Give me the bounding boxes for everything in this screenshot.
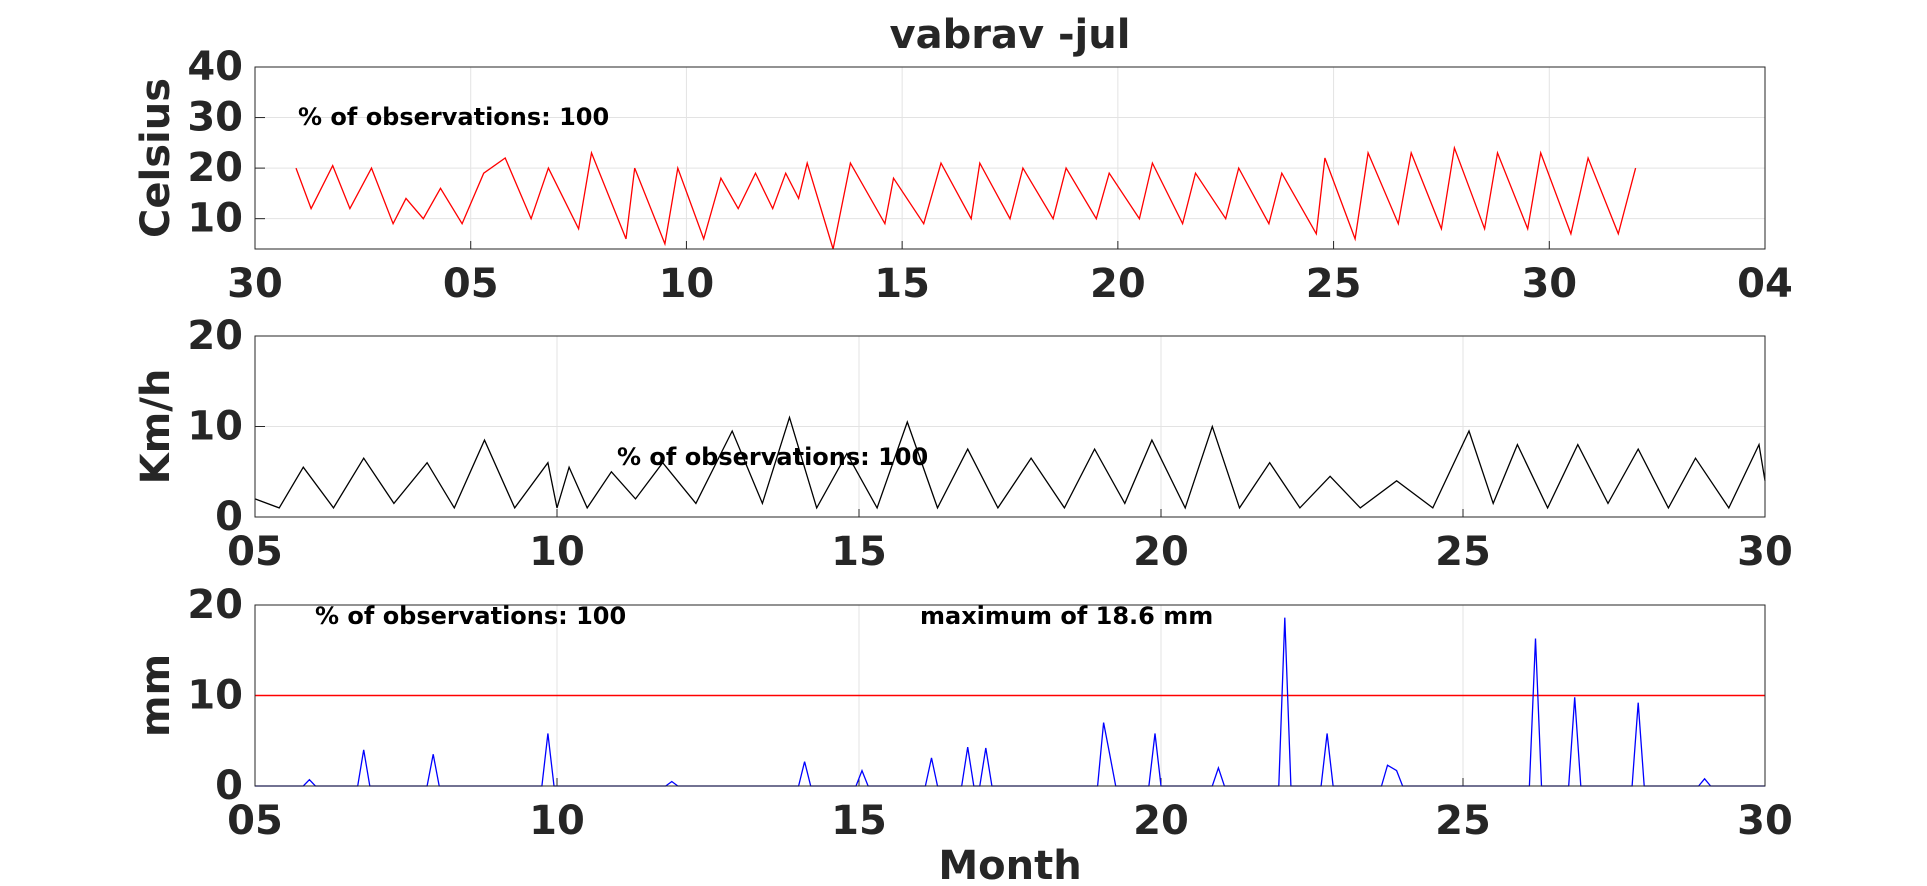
axes-box bbox=[254, 335, 1766, 518]
annotation: maximum of 18.6 mm bbox=[920, 602, 1213, 630]
y-tick-label: 40 bbox=[187, 44, 243, 90]
x-tick-label: 25 bbox=[1306, 261, 1362, 307]
x-tick-label: 20 bbox=[1090, 261, 1146, 307]
y-axis-label: mm bbox=[133, 654, 179, 737]
annotation: % of observations: 100 bbox=[298, 103, 609, 131]
x-tick-label: 04 bbox=[1737, 261, 1793, 307]
y-tick-label: 20 bbox=[187, 313, 243, 359]
x-tick-label: 30 bbox=[227, 261, 283, 307]
axes-box bbox=[254, 66, 1766, 250]
y-tick-label: 0 bbox=[215, 763, 243, 809]
y-tick-label: 10 bbox=[187, 673, 243, 719]
x-tick-label: 30 bbox=[1737, 798, 1793, 844]
x-tick-label: 05 bbox=[227, 798, 283, 844]
x-tick-label: 10 bbox=[529, 798, 585, 844]
y-tick-label: 10 bbox=[187, 196, 243, 242]
x-tick-label: 15 bbox=[831, 798, 887, 844]
y-axis-label: Celsius bbox=[133, 78, 179, 238]
y-tick-label: 20 bbox=[187, 582, 243, 628]
x-axis-label: Month bbox=[938, 843, 1081, 886]
x-tick-label: 30 bbox=[1521, 261, 1577, 307]
y-axis-label: Km/h bbox=[133, 369, 179, 485]
x-tick-label: 25 bbox=[1435, 798, 1491, 844]
x-tick-label: 20 bbox=[1133, 529, 1189, 575]
annotation: % of observations: 100 bbox=[315, 602, 626, 630]
data-line bbox=[254, 415, 1766, 510]
annotation: % of observations: 100 bbox=[617, 443, 928, 471]
x-tick-label: 05 bbox=[443, 261, 499, 307]
data-line bbox=[255, 617, 1765, 787]
x-tick-label: 20 bbox=[1133, 798, 1189, 844]
chart-title: vabrav -jul bbox=[890, 12, 1131, 58]
y-tick-label: 10 bbox=[187, 404, 243, 450]
axes-box bbox=[254, 604, 1766, 787]
x-tick-label: 15 bbox=[831, 529, 887, 575]
x-tick-label: 30 bbox=[1737, 529, 1793, 575]
x-tick-label: 10 bbox=[659, 261, 715, 307]
data-line bbox=[295, 145, 1637, 250]
x-tick-label: 25 bbox=[1435, 529, 1491, 575]
x-tick-label: 15 bbox=[874, 261, 930, 307]
y-tick-label: 20 bbox=[187, 145, 243, 191]
x-tick-label: 10 bbox=[529, 529, 585, 575]
y-tick-label: 0 bbox=[215, 494, 243, 540]
x-tick-label: 05 bbox=[227, 529, 283, 575]
y-tick-label: 30 bbox=[187, 95, 243, 141]
